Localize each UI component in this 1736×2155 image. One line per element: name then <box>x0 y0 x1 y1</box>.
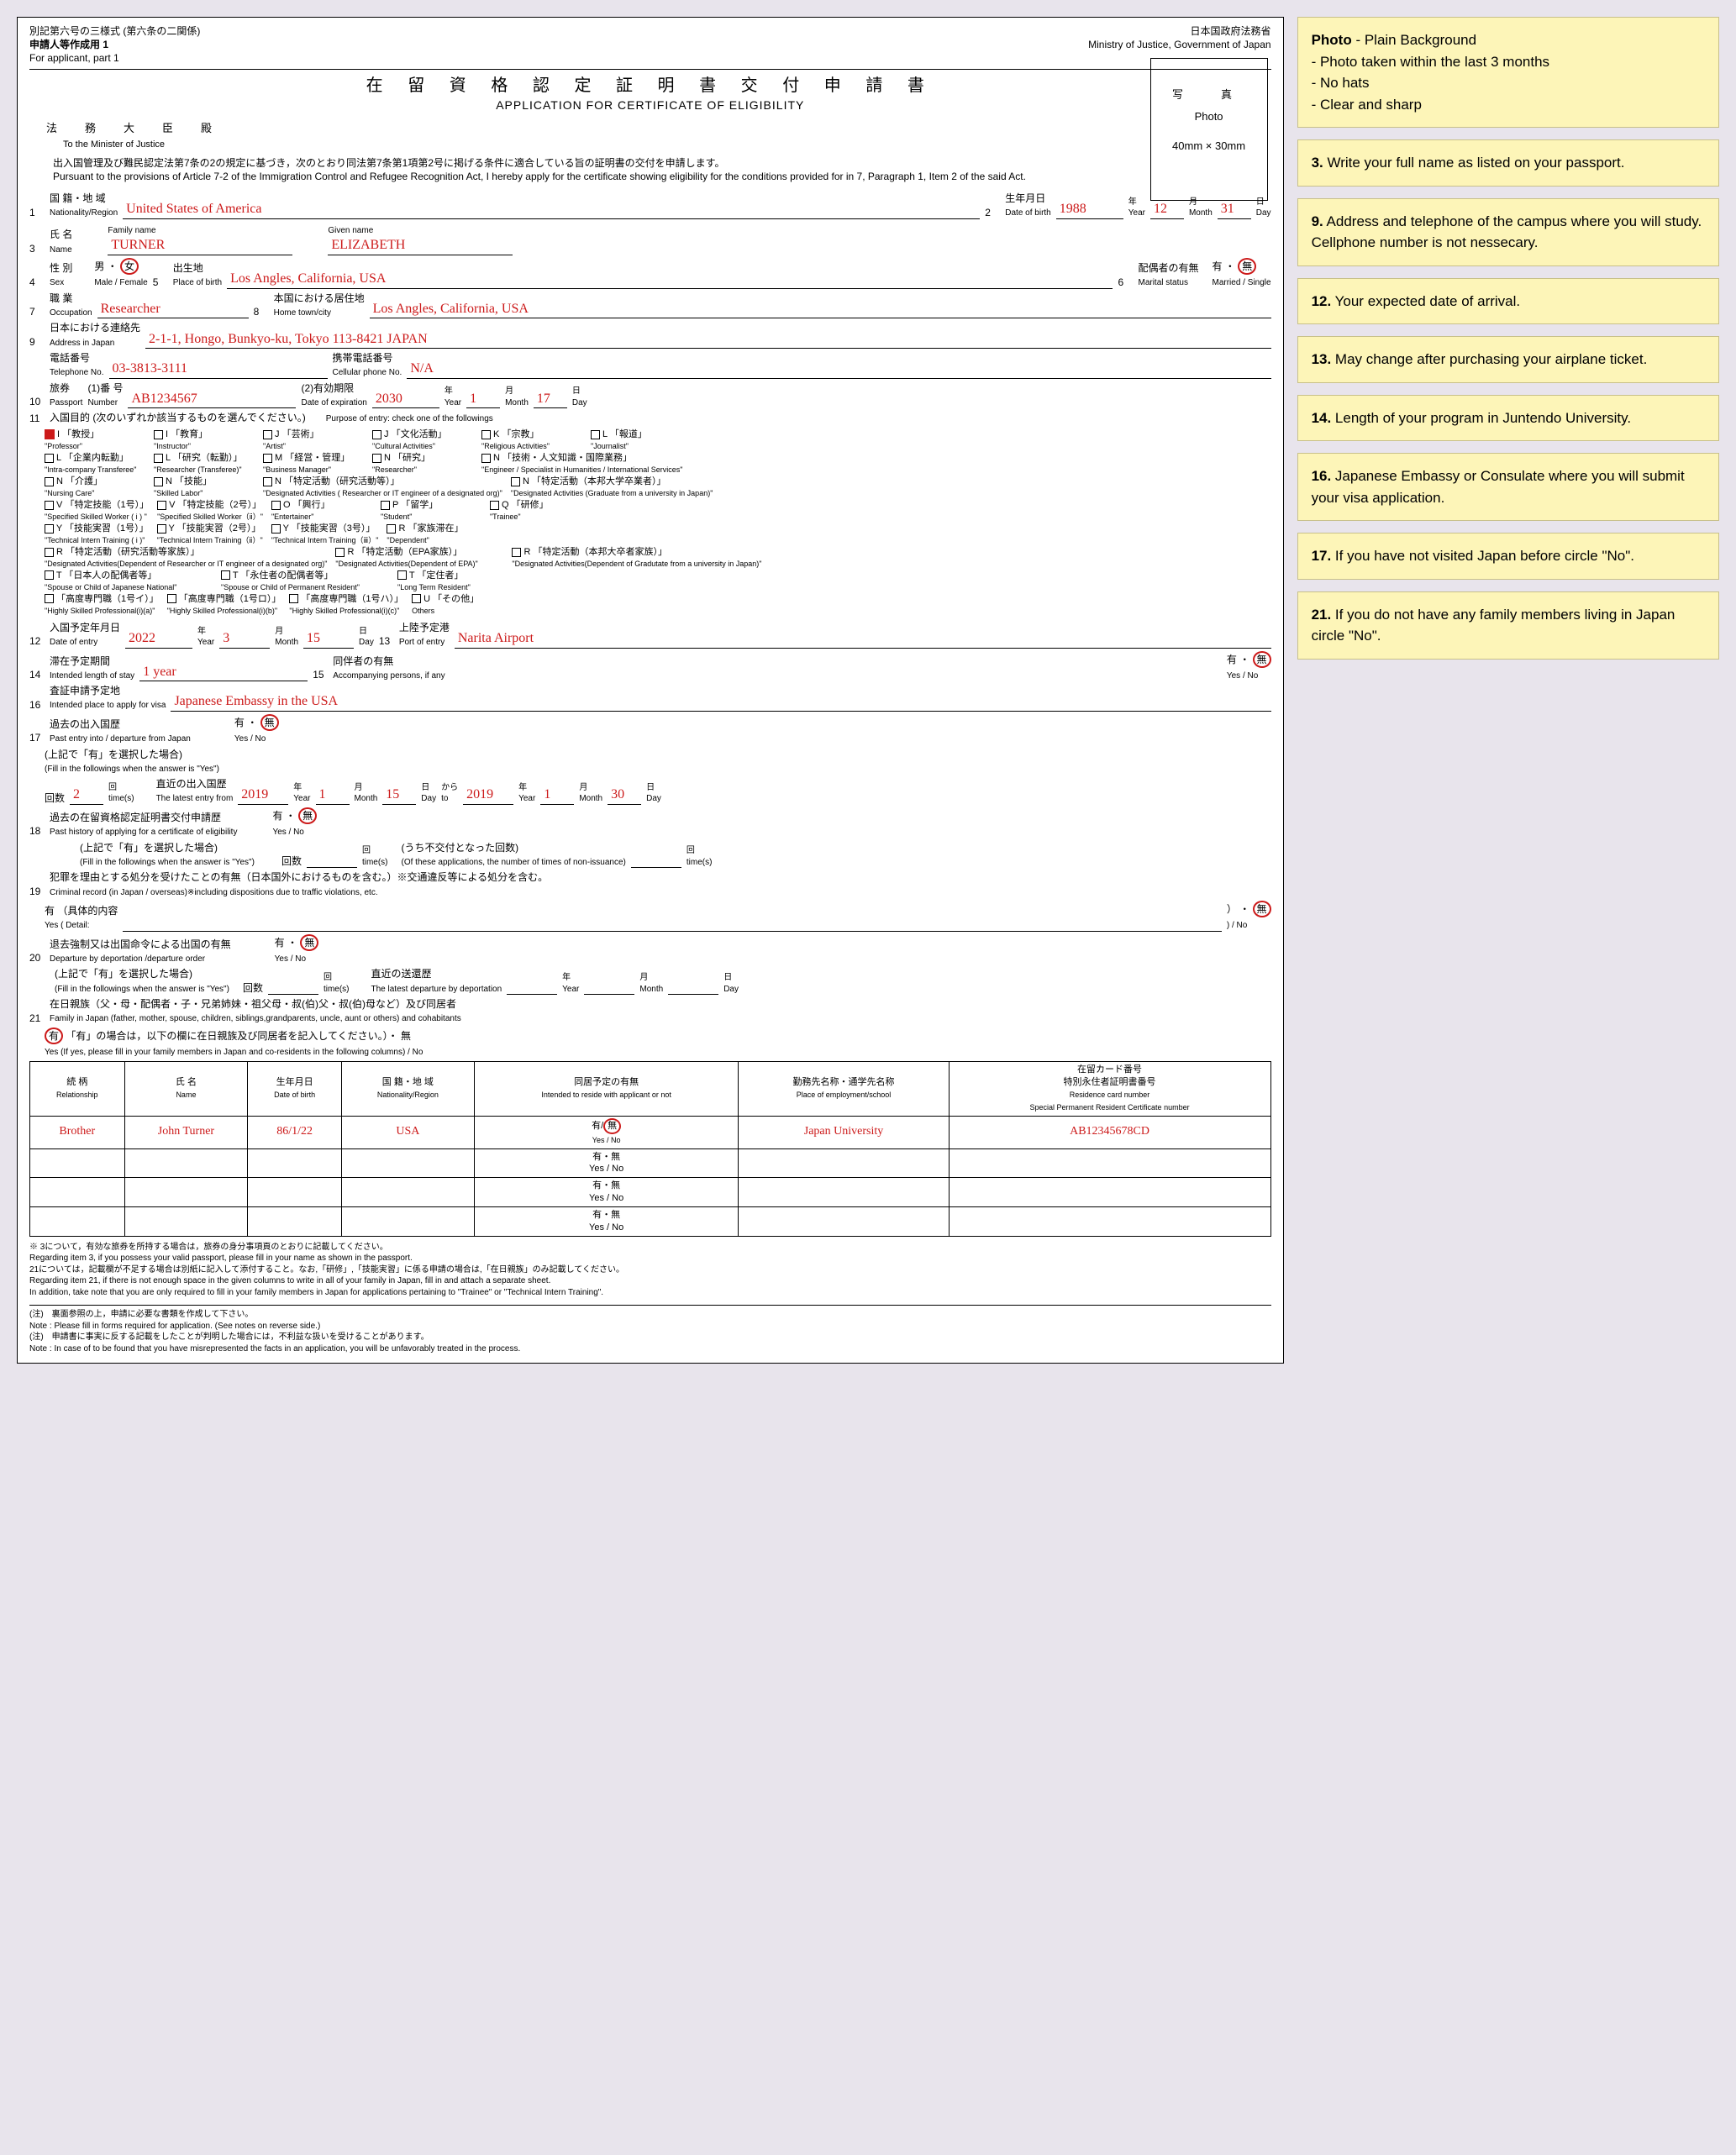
annotation-note: 3. Write your full name as listed on you… <box>1297 139 1719 187</box>
purpose-item: Y 「技能実習（2号）」"Technical Intern Training（ⅱ… <box>157 523 263 545</box>
family-table: 続 柄Relationship氏 名Name生年月日Date of birth国… <box>29 1061 1271 1236</box>
purpose-item: V 「特定技能（1号）」"Specified Skilled Worker ( … <box>45 499 149 522</box>
family-row: BrotherJohn Turner86/1/22USA有/無Yes / NoJ… <box>30 1116 1271 1148</box>
purpose-item: 「高度専門職（1号ロ）」"Highly Skilled Professional… <box>167 593 281 616</box>
purpose-item: P 「留学」"Student" <box>381 499 481 522</box>
annotation-note: 16. Japanese Embassy or Consulate where … <box>1297 453 1719 521</box>
purpose-item: J 「文化活動」"Cultural Activities" <box>372 428 473 451</box>
annotation-notes: Photo - Plain Background- Photo taken wi… <box>1297 17 1719 1364</box>
photo-box: 写 真 Photo 40mm × 30mm <box>1150 58 1268 201</box>
birthplace-value: Los Angles, California, USA <box>227 270 1113 289</box>
family-row: 有・無Yes / No <box>30 1178 1271 1207</box>
purpose-item: M 「経営・管理」"Business Manager" <box>263 452 364 475</box>
form-title-en: APPLICATION FOR CERTIFICATE OF ELIGIBILI… <box>29 97 1271 113</box>
purpose-item: N 「研究」"Researcher" <box>372 452 473 475</box>
address-japan-value: 2-1-1, Hongo, Bunkyo-ku, Tokyo 113-8421 … <box>145 330 1271 350</box>
occupation-value: Researcher <box>97 300 249 319</box>
marital-single-circled: 無 <box>1238 258 1256 275</box>
purpose-item: T 「日本人の配偶者等」"Spouse or Child of Japanese… <box>45 570 213 592</box>
purpose-item: O 「興行」"Entertainer" <box>271 499 372 522</box>
q19-no-circled: 無 <box>1253 901 1271 917</box>
purpose-item: N 「技術・人文知識・国際業務」"Engineer / Specialist i… <box>481 452 683 475</box>
port-of-entry-value: Narita Airport <box>455 629 1271 649</box>
applicant-part-en: For applicant, part 1 <box>29 51 200 65</box>
annotation-note: 12. Your expected date of arrival. <box>1297 278 1719 325</box>
q18-no-circled: 無 <box>298 807 317 824</box>
purpose-item: K 「宗教」"Religious Activities" <box>481 428 582 451</box>
annotation-note: 9. Address and telephone of the campus w… <box>1297 198 1719 266</box>
purpose-item: L 「研究（転勤）」"Researcher (Transferee)" <box>154 452 255 475</box>
given-name-value: ELIZABETH <box>328 236 513 255</box>
purpose-grid: I 「教授」"Professor" I 「教育」"Instructor" J 「… <box>45 428 1271 616</box>
purpose-item: N 「特定活動（本邦大学卒業者）」"Designated Activities … <box>511 476 713 498</box>
length-of-stay-value: 1 year <box>139 663 308 682</box>
purpose-item: R 「特定活動（EPA家族）」"Designated Activities(De… <box>335 546 503 569</box>
q17-no-circled: 無 <box>260 714 279 731</box>
hometown-value: Los Angles, California, USA <box>370 300 1271 319</box>
purpose-item: N 「特定活動（研究活動等）」"Designated Activities ( … <box>263 476 502 498</box>
telephone-value: 03-3813-3111 <box>109 360 328 379</box>
q21-yes-circled: 有 <box>45 1028 63 1044</box>
form-title-jp: 在 留 資 格 認 定 証 明 書 交 付 申 請 書 <box>29 75 1271 97</box>
sex-female-circled: 女 <box>120 258 139 275</box>
family-row: 有・無Yes / No <box>30 1148 1271 1178</box>
ministry-jp: 日本国政府法務省 <box>1088 24 1270 38</box>
purpose-item: N 「技能」"Skilled Labor" <box>154 476 255 498</box>
purpose-item: R 「特定活動（本邦大卒者家族）」"Designated Activities(… <box>512 546 761 569</box>
annotation-note: Photo - Plain Background- Photo taken wi… <box>1297 17 1719 128</box>
purpose-item: N 「介護」"Nursing Care" <box>45 476 145 498</box>
purpose-item: Y 「技能実習（3号）」"Technical Intern Training（ⅲ… <box>271 523 379 545</box>
family-name-value: TURNER <box>108 236 292 255</box>
applicant-part-jp: 申請人等作成用 1 <box>29 39 108 50</box>
purpose-item: U 「その他」Others <box>412 593 513 616</box>
purpose-item: 「高度専門職（1号ハ）」"Highly Skilled Professional… <box>289 593 403 616</box>
purpose-item: R 「特定活動（研究活動等家族）」"Designated Activities(… <box>45 546 327 569</box>
coe-application-form: 別記第六号の三様式 (第六条の二関係) 申請人等作成用 1 For applic… <box>17 17 1284 1364</box>
purpose-item: T 「定住者」"Long Term Resident" <box>397 570 498 592</box>
purpose-item: 「高度専門職（1号イ）」"Highly Skilled Professional… <box>45 593 159 616</box>
purpose-item: Q 「研修」"Trainee" <box>490 499 591 522</box>
annotation-note: 21. If you do not have any family member… <box>1297 591 1719 660</box>
passport-number-value: AB1234567 <box>128 390 296 409</box>
annotation-note: 14. Length of your program in Juntendo U… <box>1297 395 1719 442</box>
annotation-note: 13. May change after purchasing your air… <box>1297 336 1719 383</box>
family-row: 有・無Yes / No <box>30 1206 1271 1236</box>
purpose-item: I 「教授」"Professor" <box>45 428 145 451</box>
visa-place-value: Japanese Embassy in the USA <box>171 692 1270 712</box>
purpose-item: I 「教育」"Instructor" <box>154 428 255 451</box>
purpose-item: J 「芸術」"Artist" <box>263 428 364 451</box>
q15-no-circled: 無 <box>1253 651 1271 668</box>
purpose-item: T 「永住者の配偶者等」"Spouse or Child of Permanen… <box>221 570 389 592</box>
purpose-item: R 「家族滞在」"Dependent" <box>387 523 487 545</box>
cellphone-value: N/A <box>407 360 1270 379</box>
annotation-note: 17. If you have not visited Japan before… <box>1297 533 1719 580</box>
q20-no-circled: 無 <box>300 934 318 951</box>
ministry-en: Ministry of Justice, Government of Japan <box>1088 38 1270 51</box>
form-number: 別記第六号の三様式 (第六条の二関係) <box>29 24 200 38</box>
nationality-value: United States of America <box>123 200 980 219</box>
purpose-item: L 「報道」"Journalist" <box>591 428 692 451</box>
purpose-item: V 「特定技能（2号）」"Specified Skilled Worker（ⅱ）… <box>157 499 263 522</box>
purpose-item: L 「企業内転勤」"Intra-company Transferee" <box>45 452 145 475</box>
purpose-item: Y 「技能実習（1号）」"Technical Intern Training (… <box>45 523 149 545</box>
